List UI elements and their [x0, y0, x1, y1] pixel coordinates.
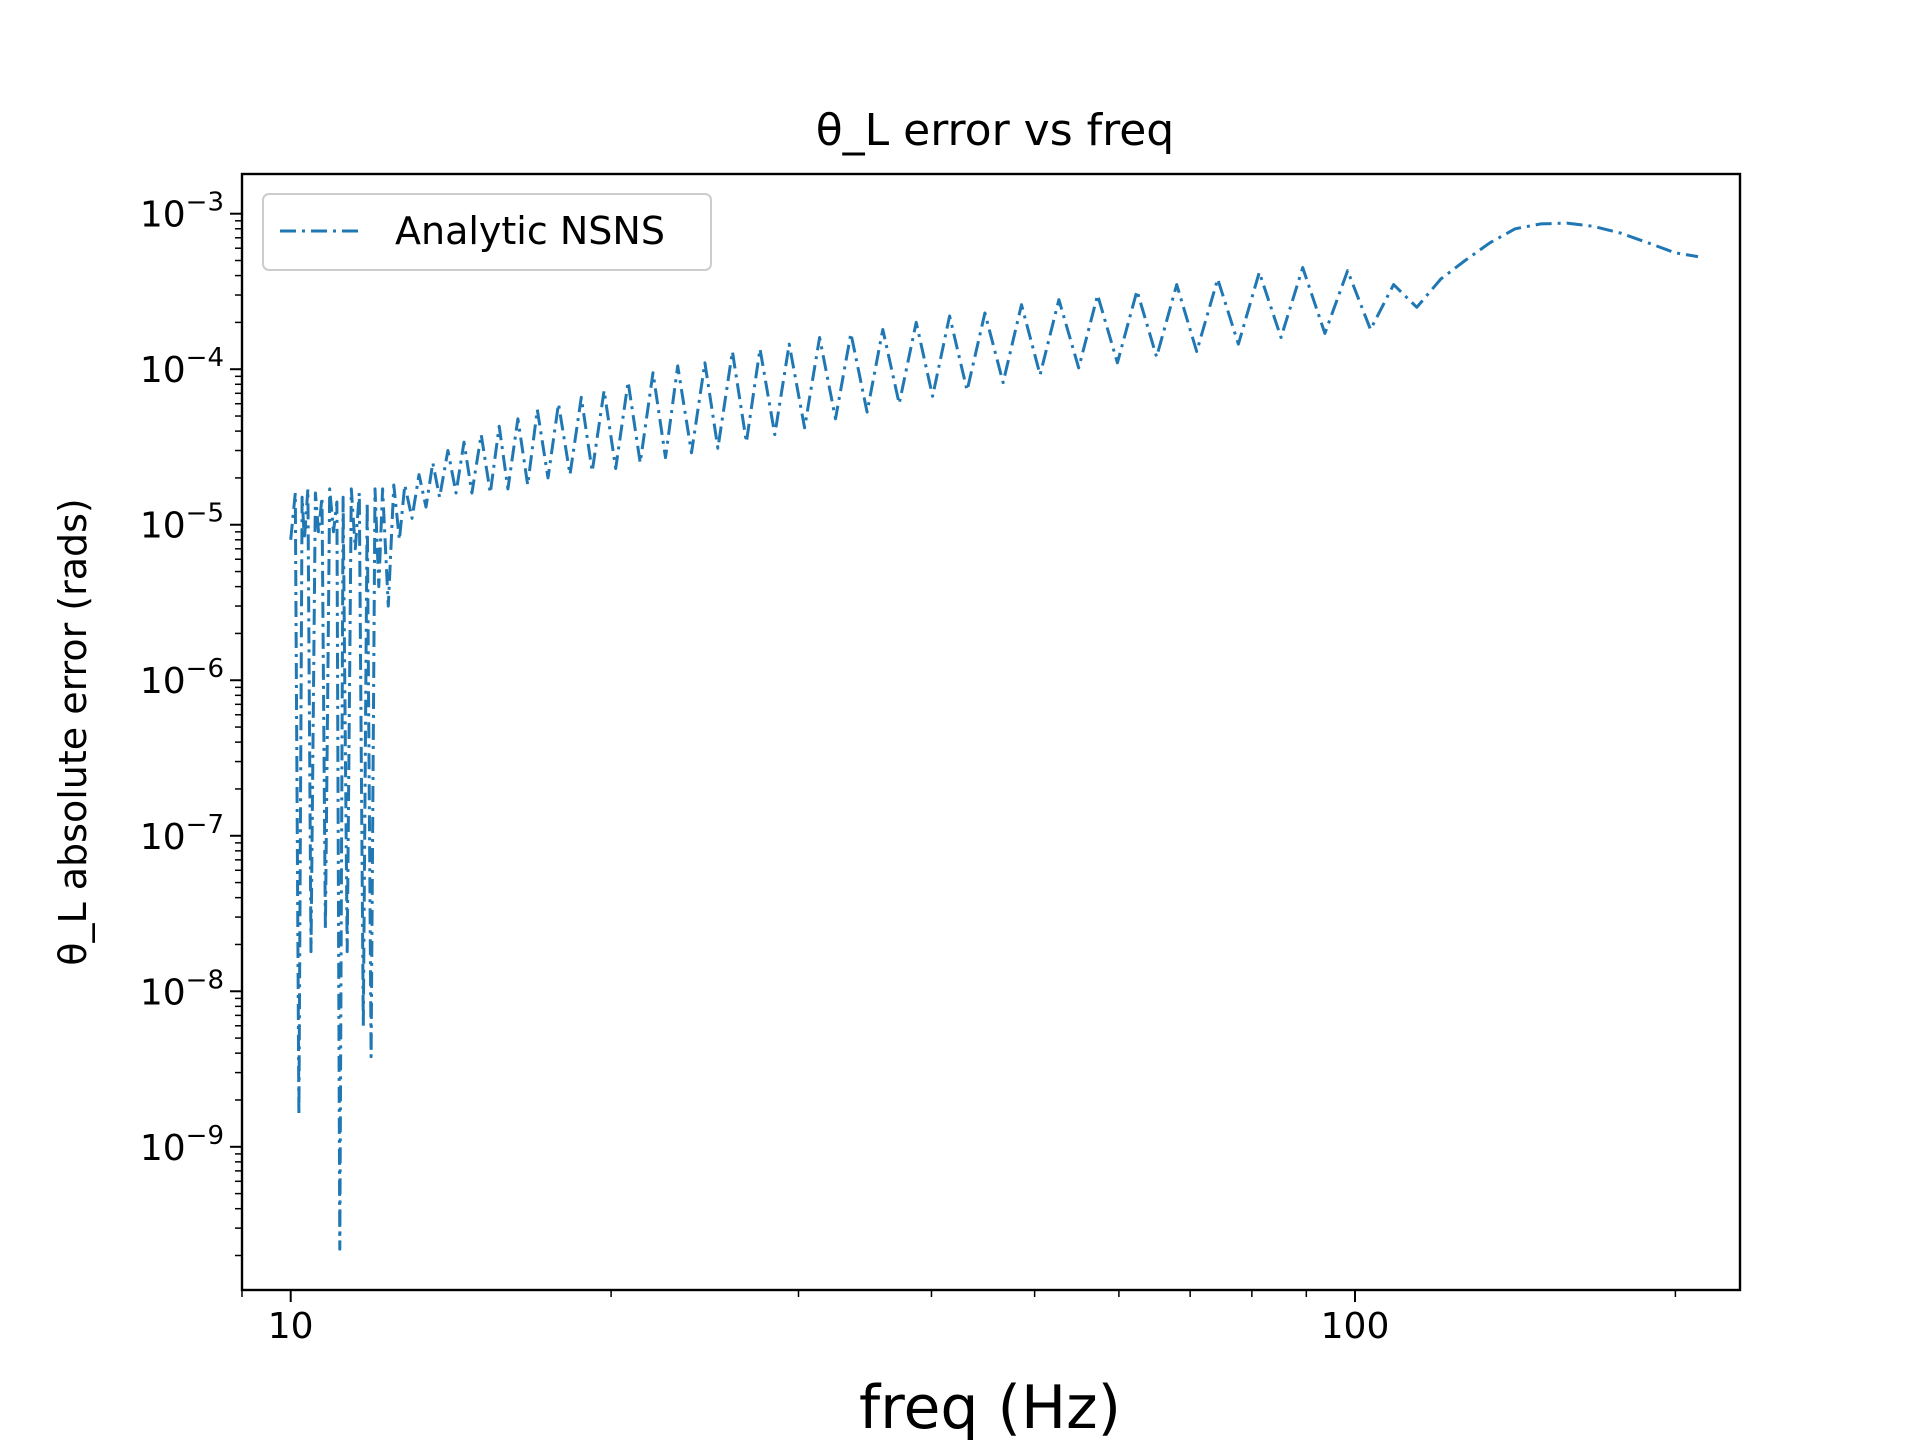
- x-axis-ticks: 10 100: [241, 1290, 1677, 1347]
- axes-frame: [240, 172, 1742, 1292]
- x-axis-label: freq (Hz): [859, 1373, 1121, 1440]
- legend: Analytic NSNS: [262, 193, 712, 271]
- chart-title: θ_L error vs freq: [816, 105, 1175, 156]
- x-tick-label: 10: [268, 1306, 314, 1347]
- y-tick-label: 10−6: [140, 654, 224, 702]
- legend-label-analytic-nsns: Analytic NSNS: [395, 209, 665, 253]
- x-tick-label: 100: [1321, 1306, 1390, 1347]
- y-tick-label: 10−7: [140, 810, 224, 858]
- y-tick-label: 10−5: [140, 499, 224, 547]
- y-tick-label: 10−4: [140, 343, 224, 391]
- series-line-0: [289, 221, 1699, 1251]
- series-layer: [289, 221, 1699, 1251]
- legend-box: [262, 193, 712, 271]
- y-tick-label: 10−9: [140, 1121, 224, 1169]
- y-tick-label: 10−8: [140, 965, 224, 1013]
- y-axis-label: θ_L absolute error (rads): [51, 498, 95, 966]
- y-tick-label: 10−3: [140, 188, 224, 236]
- plot-area: [240, 172, 1742, 1292]
- y-axis-ticks: 10−9 10−8 10−7 10−6 10−5 10−4 10−3: [140, 188, 242, 1257]
